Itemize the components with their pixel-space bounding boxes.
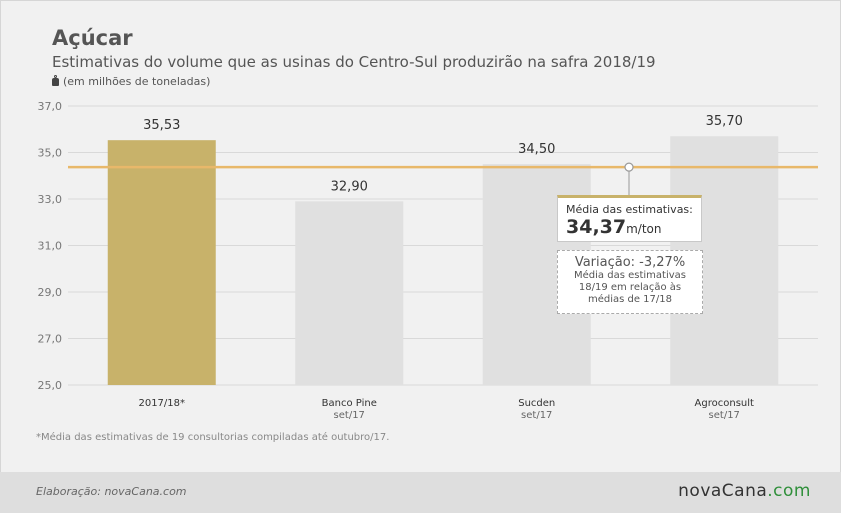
footer: Elaboração: novaCana.com novaCana.com: [0, 472, 841, 513]
logo-suffix: .com: [767, 481, 811, 501]
x-tick-sublabel: set/17: [709, 410, 740, 421]
bar-0: [107, 140, 216, 385]
x-tick-label: 2017/18*: [138, 398, 185, 409]
bar-chart: 37,0 35,0 33,0 31,0 29,0 27,0 25,0 35,53 2017/1…: [38, 100, 818, 421]
x-tick-label: Banco Pine: [322, 398, 377, 409]
y-tick-label: 25,0: [38, 379, 63, 392]
novacana-logo[interactable]: novaCana.com: [678, 481, 811, 501]
unit-note: (em milhões de toneladas): [52, 75, 210, 88]
footnote: *Média das estimativas de 19 consultoria…: [36, 432, 390, 443]
variation-title: Variação: -3,27%: [574, 255, 686, 270]
chart-subtitle: Estimativas do volume que as usinas do C…: [52, 53, 656, 71]
logo-main: novaCana: [678, 481, 768, 501]
average-value-line: 34,37m/ton: [566, 216, 693, 240]
y-tick-label: 27,0: [38, 333, 63, 346]
average-box: Média das estimativas: 34,37m/ton: [557, 195, 702, 242]
average-value: 34,37: [566, 216, 627, 238]
y-axis-ticks: 37,0 35,0 33,0 31,0 29,0 27,0 25,0: [38, 100, 63, 392]
chart-title: Açúcar: [52, 26, 133, 50]
bar-1: [295, 201, 404, 385]
unit-label: (em milhões de toneladas): [63, 75, 211, 88]
variation-box: Variação: -3,27% Média das estimativas 1…: [557, 250, 703, 314]
y-tick-label: 29,0: [38, 286, 63, 299]
data-label: 35,53: [143, 118, 180, 133]
data-label: 34,50: [518, 142, 555, 157]
data-label: 32,90: [331, 179, 368, 194]
credit-text: Elaboração: novaCana.com: [36, 485, 187, 498]
y-tick-label: 33,0: [38, 193, 63, 206]
average-label: Média das estimativas:: [566, 203, 693, 216]
x-tick-sublabel: set/17: [521, 410, 552, 421]
x-tick-sublabel: set/17: [334, 410, 365, 421]
y-tick-label: 31,0: [38, 240, 63, 253]
data-label: 35,70: [706, 114, 743, 129]
average-marker: [624, 162, 634, 172]
average-unit: m/ton: [626, 222, 662, 236]
y-tick-label: 35,0: [38, 147, 63, 160]
weight-icon: [52, 75, 59, 86]
reference-layer: [68, 162, 818, 195]
x-tick-label: Sucden: [518, 398, 555, 409]
y-tick-label: 37,0: [38, 100, 63, 113]
variation-text: Média das estimativas 18/19 em relação à…: [574, 270, 686, 305]
x-tick-label: Agroconsult: [695, 398, 754, 409]
